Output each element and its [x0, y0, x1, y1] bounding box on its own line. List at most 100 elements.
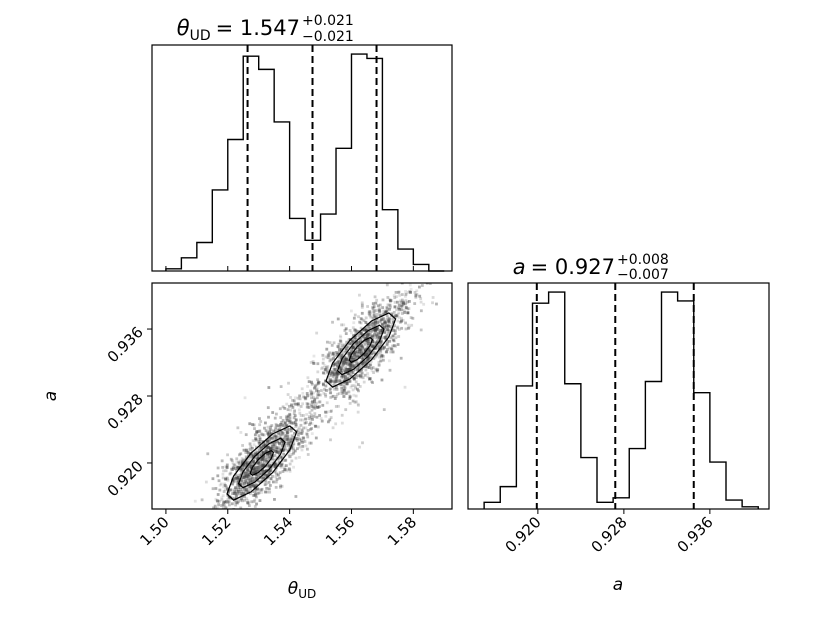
scatter-point — [301, 418, 305, 422]
scatter-point — [272, 436, 276, 440]
scatter-point — [350, 346, 354, 350]
scatter-point — [351, 326, 355, 330]
scatter-point — [224, 469, 228, 473]
scatter-point — [309, 415, 313, 419]
scatter-point — [306, 429, 310, 432]
scatter-point — [340, 345, 344, 349]
density-contour — [348, 336, 374, 364]
scatter-point — [340, 371, 344, 374]
scatter-point — [291, 437, 295, 441]
scatter-point — [273, 440, 276, 444]
scatter-point — [281, 443, 285, 447]
scatter-point — [267, 439, 271, 443]
scatter-point — [364, 327, 368, 330]
scatter-point — [286, 434, 290, 438]
scatter-point — [340, 356, 344, 359]
scatter-point — [245, 477, 249, 481]
scatter-point — [352, 316, 356, 320]
scatter-point — [387, 346, 391, 350]
scatter-point — [221, 503, 225, 507]
scatter-point — [280, 484, 284, 488]
scatter-point — [379, 314, 383, 318]
scatter-point — [268, 447, 272, 451]
scatter-point — [281, 440, 285, 443]
scatter-point — [241, 465, 245, 469]
scatter-point — [401, 299, 404, 302]
scatter-point — [358, 333, 362, 337]
scatter-point — [266, 432, 270, 436]
scatter-point — [351, 340, 355, 344]
scatter-point — [348, 401, 352, 405]
scatter-point — [353, 328, 356, 332]
scatter-point — [333, 363, 337, 367]
scatter-point — [387, 331, 390, 335]
scatter-point — [248, 473, 251, 476]
scatter-point — [306, 435, 310, 439]
scatter-point — [359, 373, 362, 377]
scatter-point — [354, 351, 357, 355]
scatter-point — [360, 345, 364, 348]
scatter-point — [296, 396, 300, 400]
scatter-point — [352, 377, 356, 381]
scatter-point — [393, 332, 397, 336]
scatter-point — [393, 316, 397, 319]
scatter-point — [326, 353, 330, 357]
scatter-point — [266, 406, 270, 410]
scatter-point — [330, 358, 334, 362]
scatter-point — [274, 422, 278, 426]
scatter-point — [332, 373, 336, 377]
scatter-point — [269, 477, 273, 481]
scatter-point — [277, 452, 281, 456]
scatter-point — [294, 424, 298, 428]
scatter-point — [348, 394, 352, 398]
scatter-point — [375, 335, 379, 339]
scatter-point — [328, 351, 331, 355]
scatter-point — [316, 393, 320, 397]
scatter-point — [303, 395, 307, 399]
scatter-point — [259, 476, 263, 479]
scatter-point — [268, 442, 272, 446]
scatter-point — [335, 376, 338, 380]
scatter-point — [236, 475, 240, 479]
scatter-point — [246, 451, 250, 455]
scatter-point — [371, 334, 374, 338]
scatter-point — [236, 482, 240, 486]
scatter-point — [280, 455, 284, 459]
scatter-point — [275, 446, 279, 450]
scatter-point — [245, 474, 249, 478]
scatter-x-tick-label: 1.58 — [384, 513, 420, 549]
scatter-point — [347, 360, 351, 364]
scatter-point — [264, 450, 267, 454]
scatter-point — [264, 449, 268, 453]
scatter-point — [268, 447, 272, 450]
scatter-point — [252, 467, 256, 471]
scatter-point — [398, 307, 402, 311]
scatter-point — [264, 448, 268, 452]
scatter-point — [397, 303, 401, 307]
scatter-point — [270, 441, 274, 445]
scatter-point — [275, 450, 279, 454]
scatter-point — [265, 445, 269, 449]
a-histogram-bin — [629, 449, 645, 509]
scatter-point — [306, 384, 309, 388]
scatter-point — [352, 333, 355, 337]
scatter-point — [275, 424, 279, 428]
scatter-point — [378, 313, 382, 317]
scatter-point — [358, 293, 361, 297]
scatter-point — [234, 494, 238, 498]
scatter-point — [260, 433, 264, 437]
scatter-point — [306, 376, 310, 380]
scatter-point — [397, 290, 401, 294]
scatter-point — [319, 417, 323, 420]
scatter-point — [324, 393, 327, 396]
scatter-point — [320, 419, 324, 423]
scatter-point — [254, 481, 257, 485]
scatter-point — [266, 445, 269, 448]
a-histogram-step — [483, 291, 759, 509]
scatter-point — [339, 379, 343, 383]
scatter-point — [273, 434, 277, 438]
scatter-point — [395, 295, 398, 298]
scatter-point — [351, 363, 355, 367]
scatter-point — [339, 356, 343, 360]
scatter-point — [348, 379, 352, 383]
